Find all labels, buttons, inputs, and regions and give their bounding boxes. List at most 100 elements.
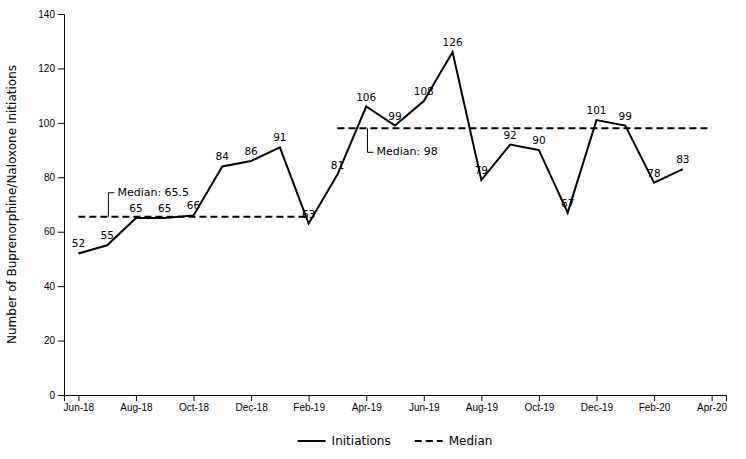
y-tick-mark [58, 341, 64, 342]
x-tick-mark [539, 395, 540, 401]
y-tick: 40 [44, 281, 64, 292]
x-tick: Oct-19 [524, 395, 554, 413]
x-tick: Dec-18 [235, 395, 268, 413]
y-tick: 20 [44, 335, 64, 346]
legend-swatch [298, 440, 326, 442]
data-label: 63 [302, 208, 315, 220]
y-tick: 60 [44, 226, 64, 237]
x-tick-mark [481, 395, 482, 401]
data-label: 65 [158, 202, 171, 214]
data-labels: 52 55 65 65 66 84 86 91 63 81 106 99 108 126 79 92 90 67 1… [72, 36, 690, 249]
data-label: 86 [244, 145, 258, 157]
x-tick-mark [194, 395, 195, 401]
y-tick-label: 140 [38, 9, 55, 20]
annotation: Median: 98 [376, 145, 437, 158]
data-label: 106 [356, 91, 376, 103]
y-tick-mark [58, 286, 64, 287]
x-tick-label: Oct-19 [524, 402, 554, 413]
x-tick-mark [712, 395, 713, 401]
data-label: 126 [443, 36, 463, 48]
data-label: 67 [561, 197, 574, 209]
y-tick-label: 60 [44, 226, 56, 237]
data-label: 108 [414, 85, 434, 97]
x-tick-label: Oct-18 [179, 402, 209, 413]
data-label: 65 [129, 202, 142, 214]
plot-area [78, 52, 711, 253]
legend-swatch [415, 440, 443, 442]
x-tick: Feb-19 [293, 395, 325, 413]
y-tick-label: 40 [44, 281, 56, 292]
chart: Jun-18 Aug-18 Oct-18 Dec-18 Feb-19 Apr-19 Jun-… [0, 0, 746, 459]
data-label: 101 [586, 104, 606, 116]
y-axis-title: Number of Buprenorphine/Naloxone Initiat… [5, 65, 19, 344]
x-tick-label: Aug-18 [120, 402, 153, 413]
x-tick-label: Feb-20 [639, 402, 671, 413]
x-tick-label: Aug-19 [466, 402, 499, 413]
x-tick: Apr-20 [697, 395, 727, 413]
x-tick-mark [424, 395, 425, 401]
data-label: 55 [100, 229, 113, 241]
data-label: 52 [72, 237, 85, 249]
x-tick-label: Jun-19 [409, 402, 440, 413]
data-label: 79 [475, 164, 488, 176]
y-tick-label: 120 [38, 63, 55, 74]
data-label: 90 [532, 134, 545, 146]
legend-label: Initiations [332, 434, 391, 448]
data-label: 83 [676, 153, 689, 165]
y-axis-line [58, 15, 65, 396]
data-label: 91 [273, 131, 286, 143]
y-tick: 120 [38, 63, 64, 74]
legend-item: Initiations [298, 434, 391, 448]
x-tick: Jun-18 [64, 395, 95, 413]
x-axis: Jun-18 Aug-18 Oct-18 Dec-18 Feb-19 Apr-19 Jun-… [64, 395, 728, 413]
series-line [78, 128, 711, 216]
x-tick-mark [654, 395, 655, 401]
x-tick: Aug-18 [120, 395, 153, 413]
data-label: 78 [647, 167, 660, 179]
legend: Initiations Median [298, 434, 493, 448]
annotation-leader [108, 193, 114, 217]
x-tick-mark [78, 395, 79, 401]
x-tick: Jun-19 [409, 395, 440, 413]
data-label: 84 [216, 150, 230, 162]
x-tick-mark [136, 395, 137, 401]
x-tick-mark [596, 395, 597, 401]
x-tick-label: Apr-20 [697, 402, 727, 413]
y-tick-mark [58, 68, 64, 69]
x-axis-line [65, 396, 727, 402]
legend-item: Median [415, 434, 493, 448]
y-tick-mark [58, 232, 64, 233]
x-tick: Oct-18 [179, 395, 209, 413]
y-tick-mark [58, 177, 64, 178]
x-tick-mark [309, 395, 310, 401]
data-label: 99 [619, 110, 632, 122]
x-tick-label: Dec-18 [235, 402, 268, 413]
x-tick: Dec-19 [581, 395, 614, 413]
x-tick: Apr-19 [352, 395, 382, 413]
annotation-leader [367, 128, 373, 152]
legend-label: Median [449, 434, 493, 448]
y-tick: 0 [49, 390, 64, 401]
data-label: 81 [331, 159, 344, 171]
y-tick: 100 [38, 118, 64, 129]
x-tick: Feb-20 [639, 395, 671, 413]
y-tick-mark [58, 395, 64, 396]
x-tick-mark [366, 395, 367, 401]
x-tick-label: Apr-19 [352, 402, 382, 413]
x-tick-mark [251, 395, 252, 401]
data-label: 92 [503, 129, 516, 141]
data-label: 66 [187, 199, 201, 211]
annotation: Median: 65.5 [117, 186, 189, 199]
y-axis: 0 20 40 60 80 100 120 140 [38, 9, 64, 401]
y-tick: 140 [38, 9, 64, 20]
annotations: Median: 65.5 Median: 98 [108, 128, 437, 216]
y-tick: 80 [44, 172, 64, 183]
data-label: 99 [388, 110, 401, 122]
y-tick-mark [58, 14, 64, 15]
y-tick-label: 0 [49, 390, 55, 401]
y-tick-mark [58, 123, 64, 124]
x-tick-label: Jun-18 [64, 402, 95, 413]
y-tick-label: 100 [38, 118, 55, 129]
x-tick: Aug-19 [466, 395, 499, 413]
y-tick-label: 80 [44, 172, 56, 183]
